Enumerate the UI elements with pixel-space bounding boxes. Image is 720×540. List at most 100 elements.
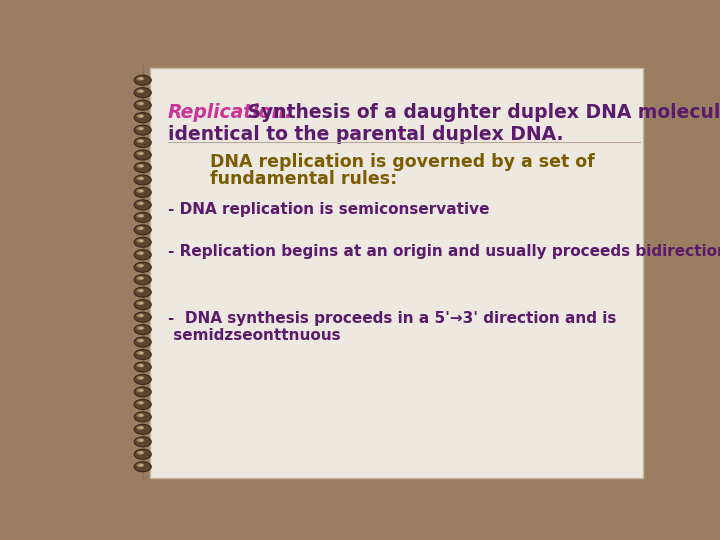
Ellipse shape <box>134 437 151 447</box>
Ellipse shape <box>137 102 144 105</box>
Bar <box>90 65 153 481</box>
Ellipse shape <box>139 140 143 142</box>
Ellipse shape <box>134 462 151 472</box>
Ellipse shape <box>139 302 143 304</box>
Ellipse shape <box>134 163 151 172</box>
Text: -  DNA synthesis proceeds in a 5'→3' direction and is: - DNA synthesis proceeds in a 5'→3' dire… <box>168 311 616 326</box>
Ellipse shape <box>137 126 144 131</box>
Ellipse shape <box>134 175 151 185</box>
Ellipse shape <box>134 150 151 160</box>
Ellipse shape <box>139 152 143 154</box>
Text: Synthesis of a daughter duplex DNA molecule: Synthesis of a daughter duplex DNA molec… <box>241 103 720 122</box>
Ellipse shape <box>134 349 151 360</box>
Ellipse shape <box>134 312 151 322</box>
Ellipse shape <box>134 337 151 347</box>
Ellipse shape <box>134 225 151 235</box>
Ellipse shape <box>134 187 151 198</box>
Ellipse shape <box>139 352 143 354</box>
Ellipse shape <box>134 250 151 260</box>
Ellipse shape <box>134 138 151 147</box>
Ellipse shape <box>137 401 144 405</box>
Ellipse shape <box>139 215 143 217</box>
Ellipse shape <box>139 327 143 329</box>
Ellipse shape <box>139 165 143 167</box>
Ellipse shape <box>134 275 151 285</box>
Ellipse shape <box>137 463 144 467</box>
Ellipse shape <box>137 414 144 417</box>
Ellipse shape <box>139 314 143 317</box>
Ellipse shape <box>139 277 143 279</box>
Ellipse shape <box>137 152 144 156</box>
Ellipse shape <box>134 412 151 422</box>
Ellipse shape <box>139 202 143 205</box>
Ellipse shape <box>137 77 144 80</box>
Ellipse shape <box>134 100 151 110</box>
Ellipse shape <box>139 115 143 117</box>
Ellipse shape <box>137 189 144 193</box>
Ellipse shape <box>137 376 144 380</box>
Ellipse shape <box>134 87 151 98</box>
Ellipse shape <box>139 265 143 267</box>
Ellipse shape <box>137 251 144 255</box>
Ellipse shape <box>134 300 151 309</box>
Ellipse shape <box>139 464 143 467</box>
Ellipse shape <box>137 201 144 205</box>
Ellipse shape <box>134 387 151 397</box>
Ellipse shape <box>137 351 144 355</box>
Ellipse shape <box>137 276 144 280</box>
Text: - DNA replication is semiconservative: - DNA replication is semiconservative <box>168 202 489 217</box>
Ellipse shape <box>139 240 143 242</box>
Ellipse shape <box>134 200 151 210</box>
Ellipse shape <box>134 287 151 297</box>
Ellipse shape <box>134 424 151 434</box>
Ellipse shape <box>137 388 144 393</box>
Ellipse shape <box>139 339 143 342</box>
Ellipse shape <box>139 451 143 454</box>
Ellipse shape <box>139 289 143 292</box>
Ellipse shape <box>137 314 144 318</box>
Text: fundamental rules:: fundamental rules: <box>199 170 397 188</box>
Text: identical to the parental duplex DNA.: identical to the parental duplex DNA. <box>168 125 563 144</box>
Ellipse shape <box>134 374 151 384</box>
Ellipse shape <box>139 439 143 441</box>
Ellipse shape <box>134 400 151 409</box>
Ellipse shape <box>137 339 144 342</box>
Ellipse shape <box>134 125 151 135</box>
Ellipse shape <box>137 438 144 442</box>
Ellipse shape <box>137 89 144 93</box>
Ellipse shape <box>139 103 143 105</box>
Ellipse shape <box>137 289 144 293</box>
Text: - Replication begins at an origin and usually proceeds bidirectionally: - Replication begins at an origin and us… <box>168 244 720 259</box>
FancyBboxPatch shape <box>150 68 644 477</box>
Ellipse shape <box>139 427 143 429</box>
Ellipse shape <box>134 325 151 335</box>
Ellipse shape <box>139 177 143 180</box>
Ellipse shape <box>139 190 143 192</box>
Ellipse shape <box>137 301 144 305</box>
Ellipse shape <box>137 363 144 367</box>
Ellipse shape <box>137 177 144 180</box>
Ellipse shape <box>134 237 151 247</box>
Ellipse shape <box>134 212 151 222</box>
Ellipse shape <box>139 364 143 367</box>
Ellipse shape <box>137 426 144 430</box>
Text: Replication:: Replication: <box>168 103 293 122</box>
Ellipse shape <box>137 264 144 268</box>
Ellipse shape <box>134 113 151 123</box>
Ellipse shape <box>134 362 151 372</box>
Ellipse shape <box>139 78 143 80</box>
Ellipse shape <box>139 377 143 379</box>
Ellipse shape <box>137 214 144 218</box>
Ellipse shape <box>137 239 144 242</box>
Ellipse shape <box>137 226 144 230</box>
Ellipse shape <box>139 402 143 404</box>
Ellipse shape <box>139 414 143 416</box>
Ellipse shape <box>139 127 143 130</box>
Ellipse shape <box>139 227 143 230</box>
Ellipse shape <box>137 139 144 143</box>
Ellipse shape <box>134 262 151 272</box>
Text: DNA replication is governed by a set of: DNA replication is governed by a set of <box>199 153 595 171</box>
Ellipse shape <box>137 114 144 118</box>
Ellipse shape <box>139 389 143 392</box>
Ellipse shape <box>139 90 143 92</box>
